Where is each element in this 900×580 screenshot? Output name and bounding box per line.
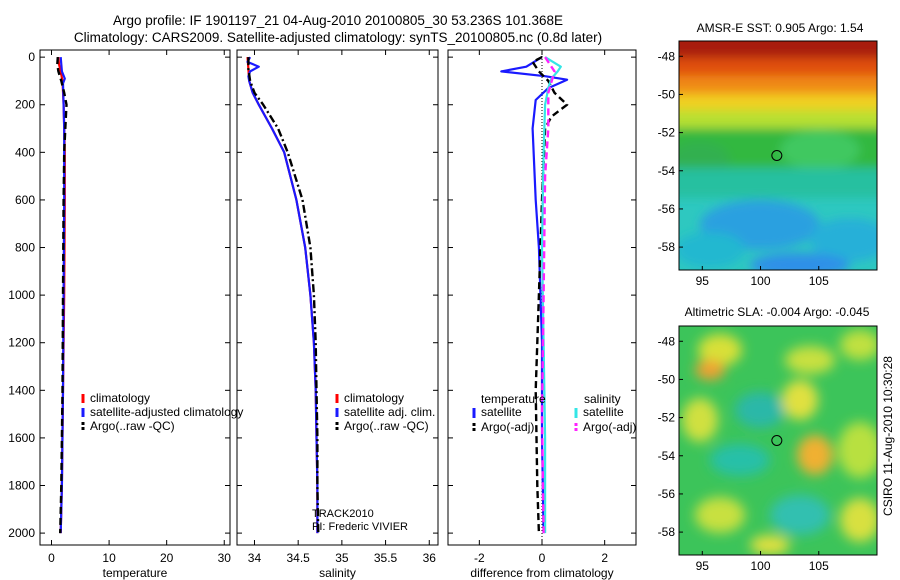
temp-ytick-label: 0 [28, 50, 35, 64]
sal-xtick-label: 34 [248, 551, 262, 565]
sla-ytick-label: -56 [658, 487, 676, 501]
temp-ytick-label: 600 [15, 193, 35, 207]
sal-xtick-label: 36 [423, 551, 437, 565]
sal-legend-label-0: climatology [344, 391, 404, 405]
sal-xtick-label: 35.5 [374, 551, 398, 565]
sla-xtick-label: 105 [809, 559, 829, 573]
figure-title-line2: Climatology: CARS2009. Satellite-adjuste… [74, 30, 602, 45]
temp-ytick-label: 200 [15, 98, 35, 112]
temp-ytick-label: 1400 [8, 383, 35, 397]
diff-series-1 [531, 56, 569, 534]
sst-xtick-label: 100 [751, 274, 771, 288]
sal-series-0 [246, 57, 319, 534]
temp-xtick-label: 10 [102, 551, 116, 565]
temp-xtick-label: 30 [218, 551, 232, 565]
temp-legend-label-1: satellite-adjusted climatology [90, 405, 243, 419]
diff-xlabel: difference from climatology [470, 566, 613, 580]
sla-map-title: Altimetric SLA: -0.004 Argo: -0.045 [685, 305, 870, 319]
sla-map-image [679, 326, 877, 555]
sal-axes-frame [236, 49, 439, 546]
temp-ytick-label: 800 [15, 241, 35, 255]
diff-xtick-label: 0 [539, 551, 546, 565]
temp-legend-label-2: Argo(..raw -QC) [90, 419, 175, 433]
sla-ytick-label: -50 [658, 372, 676, 386]
temp-xtick-label: 20 [160, 551, 174, 565]
sal-legend-label-2: Argo(..raw -QC) [344, 419, 429, 433]
diff-xtick-label: -2 [474, 551, 485, 565]
diff-xtick-label: 2 [601, 551, 608, 565]
sst-map-title: AMSR-E SST: 0.905 Argo: 1.54 [697, 21, 864, 35]
sal-series-2 [247, 57, 320, 534]
sst-ytick-label: -50 [658, 87, 676, 101]
salinity-panel: 34 34.5 35 35.5 36 salinity climatologysatelli… [236, 49, 439, 580]
temp-ytick-label: 1000 [8, 288, 35, 302]
sst-ytick-label: -48 [658, 49, 676, 63]
sst-map-image [679, 41, 877, 270]
sal-legend-label-1: satellite adj. clim. [344, 405, 435, 419]
sal-annotation-1: PI: Frederic VIVIER [312, 521, 408, 533]
temp-series-2 [56, 57, 68, 534]
sal-xlabel: salinity [319, 566, 356, 580]
sla-ytick-label: -52 [658, 411, 676, 425]
temp-axes-frame [39, 49, 231, 546]
sal-annotation-0: TRACK2010 [312, 508, 374, 520]
sla-profile-marker [771, 435, 783, 446]
diff-legend-label-0: satellite [481, 405, 522, 419]
side-label: CSIRO 11-Aug-2010 10:30:28 [881, 356, 895, 516]
sal-xtick-label: 35 [335, 551, 349, 565]
sst-ytick-label: -54 [658, 164, 676, 178]
sst-xtick-label: 105 [809, 274, 829, 288]
temp-ytick-label: 1600 [8, 431, 35, 445]
diff-legend-label-3: Argo(-adj) [583, 420, 636, 434]
sst-profile-marker [771, 150, 783, 161]
diff-legend-salinity-heading: salinity [584, 392, 621, 406]
temp-legend-label-0: climatology [90, 391, 150, 405]
diff-legend-temperature-heading: temperature [481, 392, 546, 406]
temp-ytick-label: 2000 [8, 526, 35, 540]
sla-xtick-label: 100 [751, 559, 771, 573]
sst-ytick-label: -56 [658, 202, 676, 216]
temp-ytick-label: 1800 [8, 479, 35, 493]
sla-map-frame [678, 325, 878, 556]
sst-ytick-label: -52 [658, 126, 676, 140]
diff-series-2 [540, 56, 562, 534]
sst-ytick-label: -58 [658, 240, 676, 254]
diff-legend-label-1: Argo(-adj) [481, 420, 534, 434]
diff-legend-label-2: satellite [583, 405, 624, 419]
temp-ytick-label: 400 [15, 145, 35, 159]
sla-xtick-label: 95 [696, 559, 710, 573]
sal-series-1 [246, 56, 319, 534]
diff-series-0 [500, 56, 569, 534]
temp-xlabel: temperature [103, 566, 168, 580]
sal-xtick-label: 34.5 [286, 551, 310, 565]
temperature-panel: 0 10 20 30 0 200 400 600 800 1000 1200 1400 1600 1800… [8, 49, 243, 580]
sla-ytick-label: -58 [658, 525, 676, 539]
sla-ytick-label: -54 [658, 449, 676, 463]
sst-xtick-label: 95 [696, 274, 710, 288]
figure-title-line1: Argo profile: IF 1901197_21 04-Aug-2010 … [113, 13, 563, 28]
sst-map-frame [678, 40, 878, 271]
temp-ytick-label: 1200 [8, 336, 35, 350]
sla-ytick-label: -48 [658, 334, 676, 348]
temp-xtick-label: 0 [48, 551, 55, 565]
